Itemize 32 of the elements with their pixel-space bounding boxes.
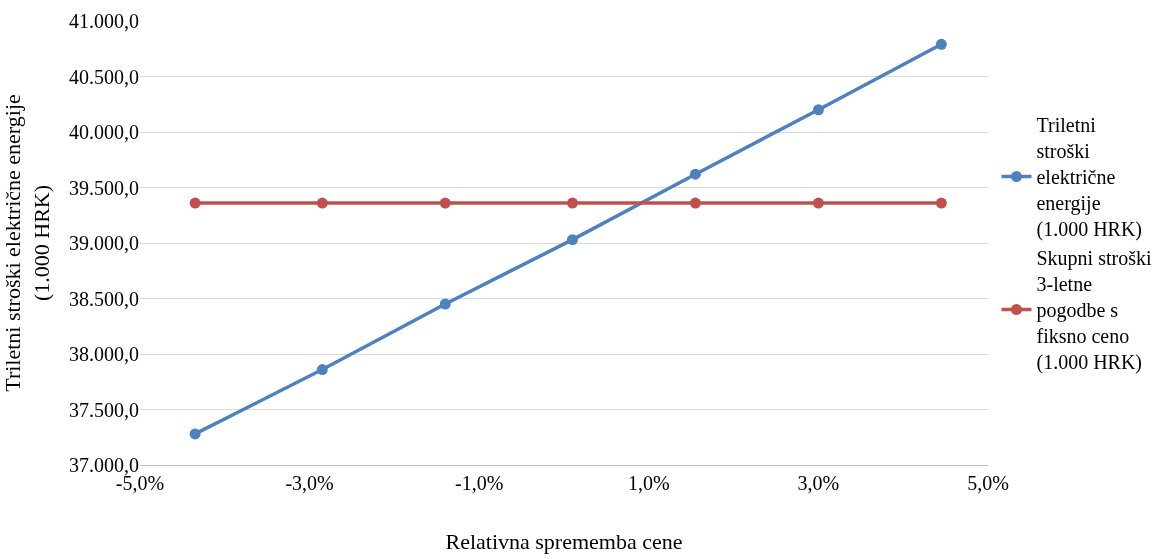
point [316,364,328,376]
point [189,197,201,209]
point [566,234,578,246]
y-tick-label: 38.000,0 [69,343,139,365]
y-tick-label: 40.000,0 [69,121,139,143]
y-axis-title: Triletni stroški električne energije (1.000 HRK) [0,94,54,392]
x-tick-label: 1,0% [627,472,670,494]
y-tick-label: 37.000,0 [69,454,139,476]
point [189,428,201,440]
x-tick-label: -3,0% [285,472,334,494]
point [935,197,947,209]
y-tick-label: 38.500,0 [69,287,139,310]
legend-label: Skupni stroški 3-letne pogodbe s fiksno ceno (1.000 HRK) [1036,247,1152,375]
point [935,38,947,50]
legend-label: Triletni stroški električne energije (1.000 HRK) [1036,114,1143,242]
point [566,197,578,209]
point [439,298,451,310]
point [812,104,824,116]
point [812,197,824,209]
point [689,197,701,209]
point [439,197,451,209]
point [689,168,701,180]
x-tick-label: 5,0% [967,472,1009,494]
y-tick-label: 39.000,0 [69,232,139,254]
y-tick-label: 39.500,0 [69,176,139,199]
x-tick-label: 3,0% [797,472,840,494]
y-tick-label: 41.000,0 [69,10,139,32]
point [316,197,328,209]
y-tick-label: 37.500,0 [69,398,139,421]
x-tick-label: -1,0% [455,472,504,494]
y-tick-label: 40.500,0 [69,65,139,88]
x-axis-title: Relativna sprememba cene [445,528,683,554]
